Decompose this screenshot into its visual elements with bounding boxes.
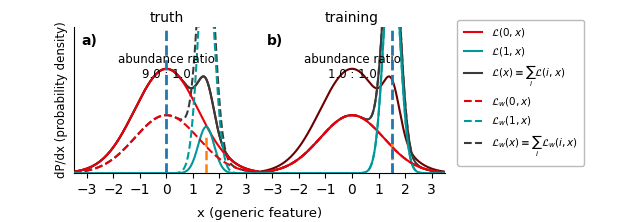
Legend: $\mathcal{L}(0,x)$, $\mathcal{L}(1,x)$, $\mathcal{L}(x)\equiv\sum_i\mathcal{L}(i: $\mathcal{L}(0,x)$, $\mathcal{L}(1,x)$, … — [458, 20, 584, 166]
Text: abundance ratio
9.0 : 1.0: abundance ratio 9.0 : 1.0 — [118, 53, 215, 81]
Y-axis label: dP/dx (probability density): dP/dx (probability density) — [55, 22, 68, 178]
Text: a): a) — [81, 34, 97, 48]
Text: abundance ratio
1.0 : 1.0: abundance ratio 1.0 : 1.0 — [303, 53, 401, 81]
Title: truth: truth — [149, 12, 184, 26]
Title: training: training — [325, 12, 379, 26]
Text: x (generic feature): x (generic feature) — [196, 207, 322, 220]
Text: b): b) — [267, 34, 283, 48]
